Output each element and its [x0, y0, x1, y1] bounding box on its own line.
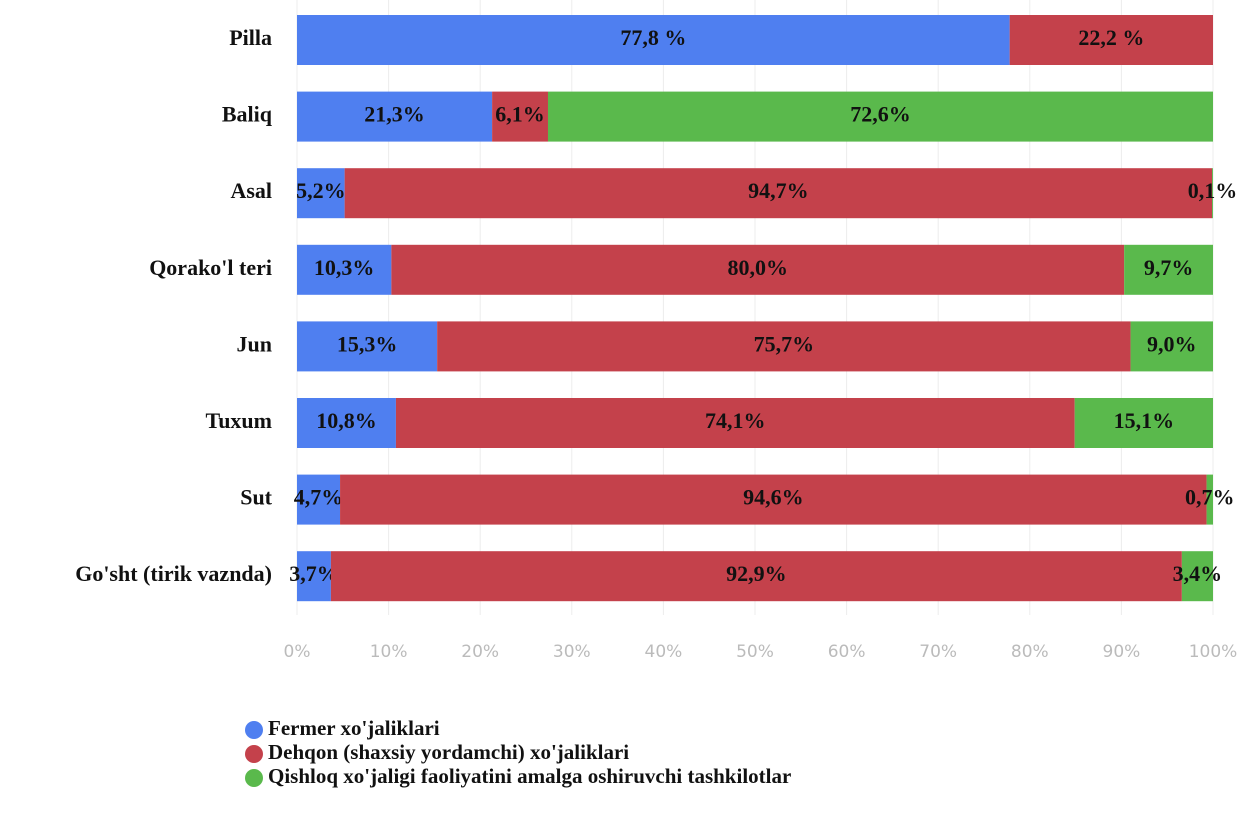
bar-segment [1212, 168, 1213, 219]
bar-segment [344, 168, 1213, 219]
data-label: 6,1% [495, 102, 545, 127]
y-tick-label: Sut [240, 485, 272, 510]
data-label: 4,7% [294, 485, 344, 510]
x-tick-label: 10% [370, 642, 408, 662]
bar-segment [297, 91, 493, 142]
bar-segment [297, 168, 345, 219]
y-tick-label: Qorako'l teri [149, 255, 272, 280]
data-label: 21,3% [364, 102, 425, 127]
bar-segment [1206, 474, 1213, 525]
legend-label: Fermer xo'jaliklari [268, 716, 440, 740]
x-tick-label: 60% [828, 642, 866, 662]
y-tick-label: Pilla [229, 25, 272, 50]
legend-marker [245, 721, 263, 739]
x-tick-label: 20% [461, 642, 499, 662]
bar-segment [395, 398, 1075, 448]
data-label: 0,1% [1188, 178, 1238, 203]
x-tick-label: 100% [1189, 642, 1238, 662]
x-tick-label: 80% [1011, 642, 1049, 662]
legend-marker [245, 745, 263, 763]
data-label: 72,6% [850, 102, 911, 127]
x-tick-label: 90% [1103, 642, 1141, 662]
x-tick-label: 30% [553, 642, 591, 662]
bar-segment [492, 91, 548, 142]
data-label: 15,3% [337, 331, 398, 356]
x-tick-label: 40% [645, 642, 683, 662]
y-tick-label: Jun [237, 331, 272, 356]
data-label: 3,7% [289, 561, 339, 586]
data-label: 9,7% [1144, 255, 1194, 280]
legend-label: Qishloq xo'jaligi faoliyatini amalga osh… [268, 764, 791, 788]
bar-segment [297, 321, 438, 372]
bar-segment [297, 474, 341, 525]
bar-segment [1009, 15, 1213, 65]
data-label: 10,8% [316, 408, 377, 433]
data-label: 22,2 % [1078, 25, 1144, 50]
bar-segment [1130, 321, 1213, 372]
bar-segment [437, 321, 1131, 372]
bar-segment [1124, 244, 1213, 295]
y-tick-label: Go'sht (tirik vaznda) [75, 561, 272, 586]
bar-segment [297, 15, 1010, 65]
data-label: 9,0% [1147, 331, 1197, 356]
bar-segment [297, 244, 392, 295]
bar-segment [330, 551, 1182, 602]
bar-segment [1074, 398, 1213, 448]
data-label: 75,7% [754, 331, 815, 356]
y-tick-label: Asal [230, 178, 272, 203]
bar-segment [1181, 551, 1213, 602]
y-tick-label: Baliq [222, 102, 273, 127]
x-tick-label: 70% [919, 642, 957, 662]
data-label: 80,0% [727, 255, 788, 280]
data-label: 15,1% [1114, 408, 1175, 433]
data-label: 0,7% [1185, 485, 1235, 510]
data-label: 5,2% [296, 178, 346, 203]
legend-label: Dehqon (shaxsiy yordamchi) xo'jaliklari [268, 740, 629, 764]
bar-segment [297, 551, 331, 602]
legend-marker [245, 769, 263, 787]
data-label: 10,3% [314, 255, 375, 280]
x-tick-label: 0% [284, 642, 311, 662]
data-label: 94,6% [743, 485, 804, 510]
bar-segment [547, 91, 1213, 142]
data-label: 3,4% [1173, 561, 1223, 586]
data-label: 92,9% [726, 561, 787, 586]
bar-segment [391, 244, 1125, 295]
x-tick-label: 50% [736, 642, 774, 662]
bar-segment [340, 474, 1207, 525]
data-label: 94,7% [748, 178, 809, 203]
y-tick-label: Tuxum [206, 408, 272, 433]
data-label: 74,1% [705, 408, 766, 433]
data-label: 77,8 % [620, 25, 686, 50]
bar-segment [297, 398, 396, 448]
